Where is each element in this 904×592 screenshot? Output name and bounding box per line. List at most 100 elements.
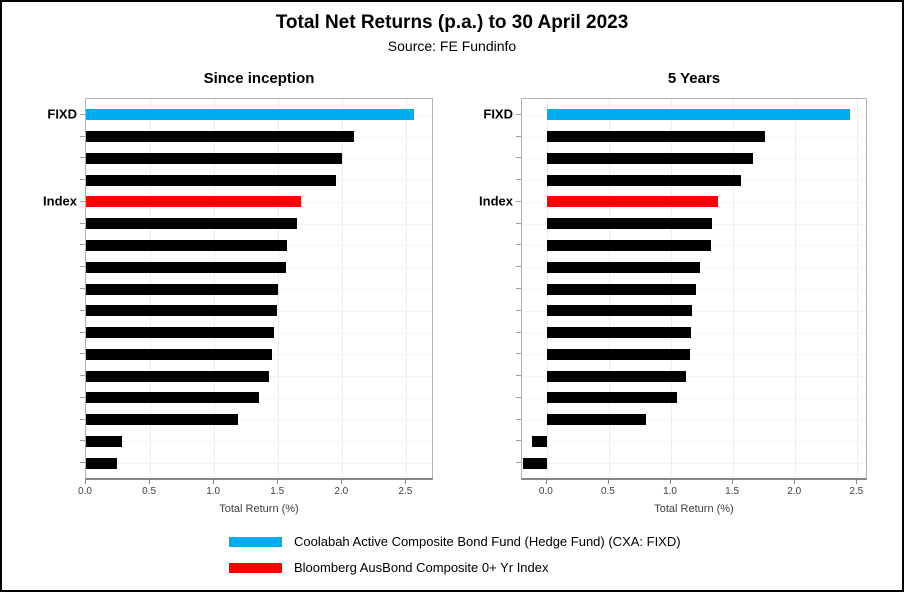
y-axis-label-index: Index: [43, 193, 77, 209]
chart-title-since-inception: Since inception: [203, 70, 315, 87]
bar-peer: [86, 239, 288, 251]
y-axis-tick: [516, 418, 521, 420]
x-axis-title: Total Return (%): [219, 503, 299, 515]
y-axis-tick: [516, 440, 521, 442]
bar-peer: [546, 348, 690, 360]
y-axis-tick: [516, 353, 521, 355]
bar-peer: [546, 283, 696, 295]
chart-title-5-years: 5 Years: [667, 70, 721, 87]
y-axis-tick: [80, 266, 85, 268]
gridline-horizontal: [522, 419, 866, 421]
fund-color-swatch: [229, 536, 282, 547]
bar-peer: [86, 261, 286, 273]
x-axis-tick-label: 0.0: [78, 486, 92, 497]
y-axis-tick: [80, 200, 85, 202]
y-axis-tick: [516, 200, 521, 202]
bar-peer: [86, 283, 279, 295]
y-axis-tick: [80, 440, 85, 442]
bar-peer: [546, 305, 693, 317]
bar-peer: [546, 174, 741, 186]
chart-5-years: 5 Years FIXD Index 0.0 0.5 1.0 1.5 2.0 2.5 Total …: [446, 64, 872, 534]
bar-index: [546, 196, 719, 208]
x-axis-tick-label: 0.5: [142, 486, 157, 497]
y-axis-label-index: Index: [479, 193, 513, 209]
gridline-vertical: [795, 99, 797, 478]
y-axis-tick: [516, 331, 521, 333]
bar-peer: [86, 392, 259, 404]
bar-peer: [86, 435, 122, 447]
x-axis-title: Total Return (%): [654, 503, 734, 515]
x-axis-tick: [545, 480, 547, 484]
bar-peer: [86, 348, 272, 360]
x-axis-tick: [341, 480, 343, 484]
gridline-horizontal: [522, 310, 866, 312]
y-axis-tick: [516, 309, 521, 311]
bar-peer: [86, 370, 270, 382]
y-axis-tick: [80, 244, 85, 246]
y-axis-tick: [516, 179, 521, 181]
gridline-vertical: [733, 99, 735, 478]
y-axis-tick: [80, 375, 85, 377]
y-axis-tick: [80, 353, 85, 355]
bar-fixd: [546, 109, 850, 121]
bar-index: [86, 196, 302, 208]
gridline-vertical: [342, 99, 344, 478]
bar-peer: [523, 457, 547, 469]
gridline-horizontal: [86, 419, 432, 421]
x-axis-tick-label: 2.0: [787, 486, 802, 497]
page-title: Total Net Returns (p.a.) to 30 April 202…: [275, 12, 629, 33]
y-axis-tick: [80, 179, 85, 181]
x-axis-tick-label: 0.5: [600, 486, 615, 497]
y-axis-tick: [516, 288, 521, 289]
bar-peer: [546, 414, 647, 426]
y-axis-tick: [80, 418, 85, 420]
y-axis-tick: [80, 309, 85, 311]
bar-peer: [86, 131, 354, 143]
bar-peer: [546, 152, 753, 164]
y-axis-tick: [516, 113, 521, 115]
gridline-vertical: [278, 99, 280, 478]
plot-area-5-years: [521, 98, 867, 480]
y-axis-tick: [516, 135, 521, 137]
gridline-horizontal: [86, 463, 432, 465]
bar-peer: [531, 435, 547, 447]
gridline-horizontal: [86, 397, 432, 399]
x-axis-tick-label: 0.0: [538, 486, 553, 497]
y-axis-tick: [80, 222, 85, 224]
chart-since-inception: Since inception FIXD Index 0.0 0.5 1.0 1.5 2.0 2…: [10, 64, 438, 534]
x-axis-tick: [149, 480, 151, 484]
page-subtitle: Source: FE Fundinfo: [387, 38, 517, 54]
bar-peer: [546, 239, 711, 251]
y-axis-tick: [516, 375, 521, 377]
y-axis-tick: [80, 396, 85, 398]
bar-peer: [546, 327, 691, 339]
x-axis-tick-label: 2.5: [398, 486, 413, 497]
y-axis-tick: [80, 288, 85, 289]
x-axis-tick-label: 2.5: [849, 486, 864, 497]
x-axis-tick-label: 1.0: [663, 486, 677, 497]
bar-peer: [86, 152, 343, 164]
x-axis-tick-label: 1.0: [206, 486, 221, 497]
y-axis-tick: [516, 396, 521, 398]
legend-label-index: Bloomberg AusBond Composite 0+ Yr Index: [294, 560, 549, 575]
x-axis-tick: [856, 480, 858, 484]
y-axis-label-fixd: FIXD: [483, 106, 513, 122]
y-axis-label-fixd: FIXD: [47, 106, 77, 122]
y-axis-tick: [516, 244, 521, 246]
bar-peer: [86, 327, 275, 339]
gridline-vertical: [857, 99, 859, 478]
legend-item-fund: Coolabah Active Composite Bond Fund (Hed…: [229, 534, 681, 549]
y-axis-tick: [516, 222, 521, 224]
bar-peer: [86, 174, 336, 186]
y-axis-tick: [516, 266, 521, 268]
y-axis-tick: [516, 462, 521, 464]
index-color-swatch: [229, 562, 282, 573]
bar-peer: [546, 261, 700, 273]
bar-peer: [86, 218, 298, 230]
gridline-horizontal: [522, 441, 866, 443]
gridline-horizontal: [86, 441, 432, 443]
bar-peer: [86, 414, 239, 426]
legend: Coolabah Active Composite Bond Fund (Hed…: [229, 534, 681, 575]
x-axis-tick: [670, 480, 672, 484]
